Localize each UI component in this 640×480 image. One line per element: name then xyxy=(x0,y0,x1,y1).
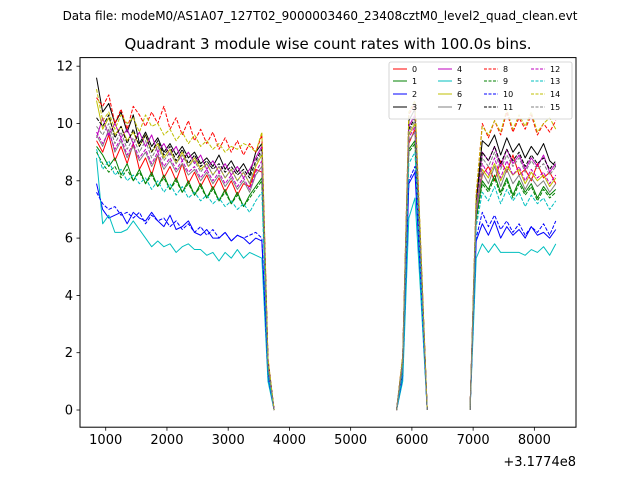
series-line-10-segment-3 xyxy=(469,211,557,411)
x-tick-label: 6000 xyxy=(395,433,428,448)
legend-label: 7 xyxy=(457,103,462,112)
series-line-0-segment-1 xyxy=(96,134,275,411)
legend-item-11: 11 xyxy=(484,103,513,112)
legend-item-6: 6 xyxy=(438,90,462,99)
legend-item-15: 15 xyxy=(531,103,560,112)
series-line-8-segment-3 xyxy=(469,111,557,411)
data-file-suptitle: Data file: modeM0/AS1A07_127T02_90000034… xyxy=(63,9,578,23)
y-tick-label: 6 xyxy=(65,232,73,247)
legend-frame xyxy=(388,61,573,120)
legend-item-3: 3 xyxy=(393,103,417,112)
series-line-2-segment-1 xyxy=(96,183,275,411)
series-line-3-segment-1 xyxy=(96,77,275,411)
legend-label: 11 xyxy=(503,103,513,112)
series-line-5-segment-3 xyxy=(469,243,557,411)
legend-label: 4 xyxy=(457,65,462,74)
legend-item-10: 10 xyxy=(484,90,513,99)
legend-label: 6 xyxy=(457,90,462,99)
x-tick-label: 8000 xyxy=(518,433,551,448)
series-line-8-segment-1 xyxy=(96,94,275,411)
legend-item-12: 12 xyxy=(531,65,560,74)
y-axis: 0 2 4 6 8 10 12 xyxy=(56,60,80,419)
legend-label: 9 xyxy=(503,77,508,86)
x-tick-label: 5000 xyxy=(334,433,367,448)
series-15 xyxy=(96,120,557,411)
legend-label: 2 xyxy=(412,90,417,99)
legend-item-7: 7 xyxy=(438,103,462,112)
legend-item-14: 14 xyxy=(531,90,560,99)
x-tick-label: 1000 xyxy=(89,433,122,448)
x-tick-label: 4000 xyxy=(273,433,306,448)
legend-label: 8 xyxy=(503,65,508,74)
legend-label: 14 xyxy=(550,90,560,99)
legend-item-9: 9 xyxy=(484,77,508,86)
series-13 xyxy=(96,149,557,411)
series-line-13-segment-2 xyxy=(396,151,428,411)
y-tick-label: 8 xyxy=(65,174,73,189)
legend-label: 5 xyxy=(457,77,462,86)
series-line-7-segment-1 xyxy=(96,128,275,411)
axes-frame xyxy=(79,57,577,428)
legend-label: 0 xyxy=(412,65,417,74)
y-tick-label: 10 xyxy=(56,117,73,132)
series-line-15-segment-3 xyxy=(469,151,557,411)
legend-item-0: 0 xyxy=(393,65,417,74)
legend-item-1: 1 xyxy=(393,77,417,86)
series-layer xyxy=(96,77,557,411)
legend-item-8: 8 xyxy=(484,65,508,74)
y-tick-label: 0 xyxy=(65,404,73,419)
series-line-15-segment-2 xyxy=(396,120,428,411)
chart-title: Quadrant 3 module wise count rates with … xyxy=(124,35,531,53)
series-line-3-segment-3 xyxy=(469,134,557,411)
series-line-12-segment-3 xyxy=(469,157,557,411)
series-5 xyxy=(96,157,557,411)
series-line-6-segment-3 xyxy=(469,163,557,411)
legend-label: 1 xyxy=(412,77,417,86)
series-line-14-segment-1 xyxy=(96,89,275,411)
legend-item-2: 2 xyxy=(393,90,417,99)
legend-item-5: 5 xyxy=(438,77,462,86)
series-line-9-segment-3 xyxy=(469,177,557,411)
y-tick-label: 12 xyxy=(56,60,73,75)
series-line-2-segment-3 xyxy=(469,220,557,411)
series-line-5-segment-1 xyxy=(96,157,275,411)
series-line-15-segment-1 xyxy=(96,123,275,411)
legend-label: 13 xyxy=(550,77,560,86)
series-line-5-segment-2 xyxy=(396,197,428,411)
series-line-11-segment-1 xyxy=(96,114,275,411)
legend-item-4: 4 xyxy=(438,65,462,74)
legend-label: 10 xyxy=(503,90,513,99)
series-line-13-segment-1 xyxy=(96,149,275,411)
series-line-10-segment-1 xyxy=(96,192,275,411)
legend-label: 3 xyxy=(412,103,417,112)
legend-label: 15 xyxy=(550,103,560,112)
series-line-12-segment-1 xyxy=(96,131,275,411)
series-line-1-segment-3 xyxy=(469,174,557,411)
legend-item-13: 13 xyxy=(531,77,560,86)
series-line-7-segment-3 xyxy=(469,165,557,411)
x-tick-label: 2000 xyxy=(150,433,183,448)
y-tick-label: 2 xyxy=(65,346,73,361)
x-offset-text: +3.1774e8 xyxy=(503,455,576,470)
x-tick-label: 3000 xyxy=(212,433,245,448)
series-line-13-segment-3 xyxy=(469,186,557,411)
series-line-14-segment-3 xyxy=(469,108,557,411)
x-tick-label: 7000 xyxy=(457,433,490,448)
legend-label: 12 xyxy=(550,65,560,74)
series-line-11-segment-3 xyxy=(469,145,557,411)
y-tick-label: 4 xyxy=(65,289,73,304)
x-axis: 1000 2000 3000 4000 5000 6000 7000 8000 xyxy=(89,427,551,448)
